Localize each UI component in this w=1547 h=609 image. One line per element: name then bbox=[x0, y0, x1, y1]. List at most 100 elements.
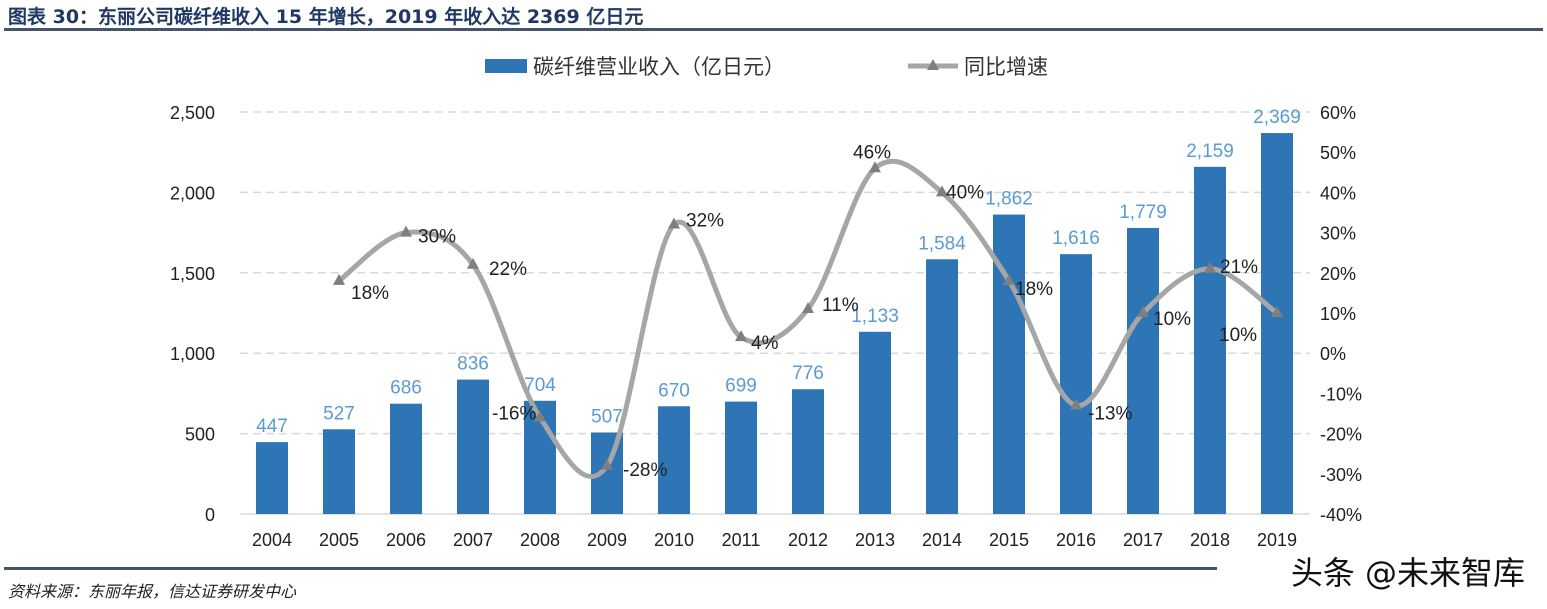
growth-label: 21% bbox=[1220, 257, 1258, 278]
x-tick: 2011 bbox=[722, 530, 761, 550]
growth-line bbox=[337, 158, 1279, 479]
figure-title: 图表 30：东丽公司碳纤维收入 15 年增长，2019 年收入达 2369 亿日… bbox=[8, 6, 644, 28]
triangle-marker bbox=[400, 225, 412, 237]
growth-label: -16% bbox=[492, 404, 536, 425]
bar-label: 776 bbox=[792, 363, 824, 384]
bar-label: 686 bbox=[390, 378, 422, 399]
growth-label: 18% bbox=[351, 283, 389, 304]
bar bbox=[457, 379, 489, 514]
legend-bar-swatch bbox=[485, 59, 527, 73]
bar-label: 447 bbox=[256, 416, 288, 437]
x-tick: 2009 bbox=[587, 530, 627, 550]
growth-label: 46% bbox=[853, 142, 891, 163]
y-right-tick: -20% bbox=[1320, 425, 1362, 445]
bar bbox=[1127, 227, 1159, 514]
y-right-tick: 10% bbox=[1320, 304, 1356, 324]
y-right-tick: 60% bbox=[1320, 103, 1356, 123]
bar-label: 699 bbox=[725, 376, 757, 397]
y-left-tick: 0 bbox=[205, 505, 215, 525]
triangle-marker bbox=[735, 330, 747, 342]
bar bbox=[1194, 166, 1226, 514]
triangle-marker bbox=[467, 257, 479, 269]
growth-label: 32% bbox=[686, 211, 724, 232]
growth-label: 30% bbox=[418, 227, 456, 248]
y-right-tick: -30% bbox=[1320, 465, 1362, 485]
bar bbox=[390, 403, 422, 514]
source-note: 资料来源：东丽年报，信达证券研发中心 bbox=[8, 582, 297, 601]
y-right-tick: 20% bbox=[1320, 264, 1356, 284]
bar bbox=[323, 429, 355, 514]
x-tick: 2008 bbox=[520, 530, 560, 550]
x-tick: 2010 bbox=[654, 530, 694, 550]
triangle-marker bbox=[1003, 273, 1015, 285]
y-right-tick: -10% bbox=[1320, 384, 1362, 404]
y-left-tick: 2,000 bbox=[170, 183, 215, 203]
triangle-marker bbox=[1271, 306, 1283, 317]
y-right-tick: 40% bbox=[1320, 183, 1356, 203]
bar bbox=[1060, 254, 1092, 514]
growth-label: 18% bbox=[1015, 279, 1053, 300]
bar-label: 2,159 bbox=[1186, 141, 1234, 162]
bar bbox=[1261, 133, 1293, 514]
x-tick: 2013 bbox=[855, 530, 895, 550]
y-right-tick: 30% bbox=[1320, 224, 1356, 244]
bar bbox=[256, 442, 288, 514]
growth-label: 40% bbox=[946, 182, 984, 203]
bar-label: 670 bbox=[658, 380, 690, 401]
bar bbox=[725, 401, 757, 514]
triangle-marker bbox=[333, 273, 345, 285]
x-tick: 2019 bbox=[1257, 530, 1297, 550]
x-tick: 2012 bbox=[788, 530, 828, 550]
watermark: 头条 @未来智库 bbox=[1286, 548, 1529, 594]
bar-label: 1,779 bbox=[1119, 202, 1167, 223]
y-right-tick: -40% bbox=[1320, 505, 1362, 525]
growth-label: 10% bbox=[1219, 325, 1257, 346]
y-left-tick: 1,500 bbox=[170, 264, 215, 284]
bar bbox=[926, 259, 958, 514]
bar bbox=[658, 406, 690, 514]
x-tick: 2016 bbox=[1056, 530, 1096, 550]
x-tick: 2006 bbox=[386, 530, 426, 550]
x-tick: 2017 bbox=[1123, 530, 1163, 550]
triangle-marker bbox=[936, 185, 948, 197]
x-tick: 2015 bbox=[989, 530, 1029, 550]
bar-label: 836 bbox=[457, 354, 489, 375]
legend-line-label: 同比增速 bbox=[964, 56, 1048, 79]
bar-label: 2,369 bbox=[1253, 107, 1301, 128]
title-rule bbox=[4, 28, 1543, 31]
x-tick: 2007 bbox=[453, 530, 493, 550]
y-right-tick: 0% bbox=[1320, 344, 1346, 364]
triangle-marker bbox=[601, 458, 613, 470]
y-left-tick: 1,000 bbox=[170, 344, 215, 364]
growth-label: 4% bbox=[751, 333, 779, 354]
bar-label: 1,616 bbox=[1052, 228, 1100, 249]
y-left-tick: 2,500 bbox=[170, 103, 215, 123]
triangle-marker bbox=[802, 301, 814, 313]
x-tick: 2004 bbox=[252, 530, 292, 550]
x-tick: 2018 bbox=[1190, 530, 1230, 550]
growth-label: 22% bbox=[489, 259, 527, 280]
triangle-marker bbox=[1204, 261, 1216, 273]
bar bbox=[792, 389, 824, 514]
growth-label: -28% bbox=[623, 460, 667, 481]
triangle-marker bbox=[869, 161, 881, 173]
triangle-marker bbox=[668, 217, 680, 229]
bar-label: 527 bbox=[323, 403, 355, 424]
bar-label: 1,133 bbox=[851, 306, 899, 327]
legend-triangle-icon bbox=[927, 59, 939, 70]
x-tick: 2014 bbox=[922, 530, 962, 550]
triangle-marker bbox=[1070, 398, 1082, 410]
triangle-marker bbox=[534, 410, 546, 422]
bar-label: 1,862 bbox=[985, 189, 1033, 210]
bar bbox=[859, 331, 891, 514]
x-tick: 2005 bbox=[319, 530, 359, 550]
bar-label: 704 bbox=[524, 375, 556, 396]
triangle-marker bbox=[1137, 306, 1149, 317]
growth-label: -13% bbox=[1088, 403, 1132, 424]
y-left-tick: 500 bbox=[185, 425, 215, 445]
footer-rule bbox=[4, 567, 1217, 570]
growth-label: 10% bbox=[1153, 309, 1191, 330]
bar-label: 507 bbox=[591, 406, 623, 427]
legend-bar-label: 碳纤维营业收入（亿日元） bbox=[533, 56, 785, 79]
